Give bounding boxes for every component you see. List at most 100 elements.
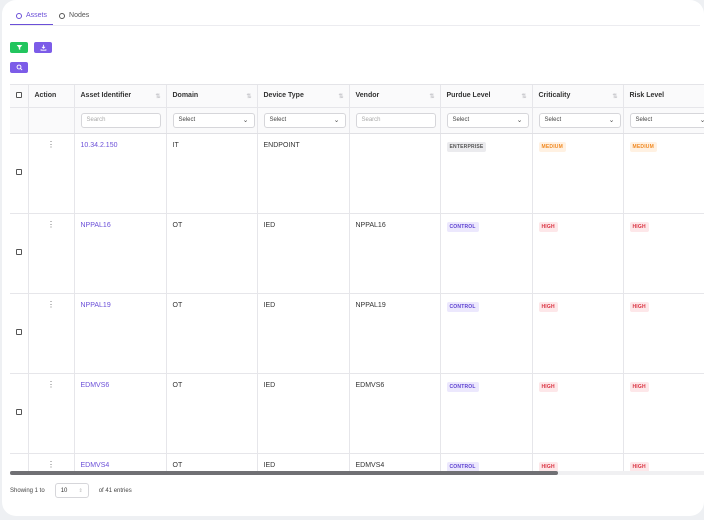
criticality-select[interactable]: Select ⌄ [538, 112, 621, 128]
column-label: Criticality [538, 92, 571, 100]
purdue-cell: CONTROL [440, 373, 533, 454]
sort-icon[interactable]: ⇅ [338, 94, 344, 100]
risk-badge: HIGH [629, 461, 649, 472]
select-all-checkbox[interactable] [15, 91, 22, 98]
criticality-badge: HIGH [538, 381, 558, 392]
export-button[interactable] [34, 42, 52, 53]
vendor-cell [349, 133, 441, 214]
domain-cell: OT [166, 373, 258, 454]
vendor-cell: NPPAL16 [349, 213, 441, 294]
row-checkbox[interactable] [16, 409, 22, 415]
showing-prefix: Showing 1 to [10, 487, 45, 494]
device-type-cell: IED [257, 293, 350, 374]
chevron-down-icon: ⌄ [333, 117, 340, 124]
more-actions-icon[interactable]: ⋮ [47, 459, 55, 469]
criticality-badge: MEDIUM [538, 141, 566, 152]
criticality-cell: HIGH [532, 213, 624, 294]
filter-button[interactable] [10, 42, 28, 53]
row-select-cell [10, 453, 29, 474]
header-row: Action Asset Identifier ⇅ Domain ⇅ Device … [10, 85, 704, 108]
page-size-select[interactable]: 10 ⇕ [54, 483, 89, 498]
select-value: Select [269, 117, 287, 123]
domain-cell: OT [166, 453, 258, 474]
search-button[interactable] [10, 62, 28, 73]
row-select-cell [10, 373, 29, 454]
filter-cell-empty [10, 107, 29, 134]
showing-suffix: of 41 entries [98, 487, 132, 494]
table-row[interactable]: ⋮ EDMVS4 OT IED EDMVS4 CONTROL HIGH HIGH [10, 453, 704, 474]
row-select-cell [10, 133, 29, 214]
filter-cell-purdue: Select ⌄ [440, 107, 533, 134]
criticality-badge: HIGH [538, 301, 558, 312]
device-type-cell: IED [257, 373, 350, 454]
column-header-vendor[interactable]: Vendor ⇅ [349, 85, 441, 108]
asset-link[interactable]: EDMVS4 [80, 461, 110, 469]
asset-link[interactable]: NPPAL19 [80, 301, 111, 309]
criticality-badge: HIGH [538, 221, 558, 232]
column-label: Vendor [355, 92, 380, 100]
risk-cell: HIGH [623, 213, 704, 294]
domain-select[interactable]: Select ⌄ [172, 112, 255, 128]
circle-icon [16, 12, 22, 19]
sort-icon[interactable]: ⇅ [429, 94, 435, 100]
criticality-cell: HIGH [532, 293, 624, 374]
risk-badge: HIGH [629, 381, 649, 392]
table-row[interactable]: ⋮ 10.34.2.150 IT ENDPOINT ENTERPRISE MED… [10, 133, 704, 214]
row-checkbox[interactable] [16, 249, 22, 255]
purdue-cell: ENTERPRISE [440, 133, 533, 214]
risk-cell: HIGH [623, 453, 704, 474]
more-actions-icon[interactable]: ⋮ [47, 299, 55, 309]
sort-icon[interactable]: ⇅ [612, 94, 618, 100]
select-value: Select [178, 117, 196, 123]
column-header-purdue-level[interactable]: Purdue Level ⇅ [440, 85, 533, 108]
risk-cell: MEDIUM [623, 133, 704, 214]
purdue-level-select[interactable]: Select ⌄ [446, 112, 529, 128]
table-row[interactable]: ⋮ EDMVS6 OT IED EDMVS6 CONTROL HIGH HIGH [10, 373, 704, 454]
column-header-asset-identifier[interactable]: Asset Identifier ⇅ [74, 85, 167, 108]
sort-icon[interactable]: ⇅ [155, 94, 161, 100]
device-type-select[interactable]: Select ⌄ [263, 112, 346, 128]
filter-cell-vendor: Search [349, 107, 441, 134]
tab-assets[interactable]: Assets [10, 9, 54, 25]
chevron-down-icon: ⌄ [242, 117, 249, 124]
risk-badge: MEDIUM [629, 141, 657, 152]
asset-search-input[interactable]: Search [80, 112, 161, 128]
table-row[interactable]: ⋮ NPPAL19 OT IED NPPAL19 CONTROL HIGH HI… [10, 293, 704, 374]
select-value: Select [544, 117, 562, 123]
criticality-cell: HIGH [532, 453, 624, 474]
filter-cell-asset: Search [74, 107, 167, 134]
more-actions-icon[interactable]: ⋮ [47, 379, 55, 389]
asset-cell: NPPAL19 [74, 293, 167, 374]
horizontal-scrollbar-thumb[interactable] [10, 471, 558, 475]
asset-cell: EDMVS4 [74, 453, 167, 474]
column-label: Asset Identifier [80, 92, 132, 100]
asset-link[interactable]: 10.34.2.150 [80, 141, 118, 149]
risk-level-select[interactable]: Select ⌄ [629, 112, 704, 128]
asset-link[interactable]: EDMVS6 [80, 381, 110, 389]
more-actions-icon[interactable]: ⋮ [47, 139, 55, 149]
row-checkbox[interactable] [16, 329, 22, 335]
row-select-cell [10, 293, 29, 374]
table-row[interactable]: ⋮ NPPAL16 OT IED NPPAL16 CONTROL HIGH HI… [10, 213, 704, 294]
more-actions-icon[interactable]: ⋮ [47, 219, 55, 229]
column-header-domain[interactable]: Domain ⇅ [166, 85, 258, 108]
filter-cell-empty [28, 107, 75, 134]
row-checkbox[interactable] [16, 169, 22, 175]
select-value: Select [635, 117, 653, 123]
chevron-down-icon: ⌄ [608, 117, 615, 124]
column-header-device-type[interactable]: Device Type ⇅ [257, 85, 350, 108]
risk-cell: HIGH [623, 373, 704, 454]
purdue-cell: CONTROL [440, 213, 533, 294]
sort-icon[interactable]: ⇅ [246, 94, 252, 100]
tab-nodes[interactable]: Nodes [53, 9, 95, 24]
spinner-arrows-icon: ⇕ [78, 487, 83, 494]
asset-link[interactable]: NPPAL16 [80, 221, 111, 229]
column-header-risk-level[interactable]: Risk Level [623, 85, 704, 108]
domain-cell: IT [166, 133, 258, 214]
column-header-criticality[interactable]: Criticality ⇅ [532, 85, 624, 108]
tab-bar: Assets Nodes [10, 9, 95, 25]
vendor-cell: EDMVS6 [349, 373, 441, 454]
sort-icon[interactable]: ⇅ [521, 94, 527, 100]
vendor-search-input[interactable]: Search [355, 112, 436, 128]
